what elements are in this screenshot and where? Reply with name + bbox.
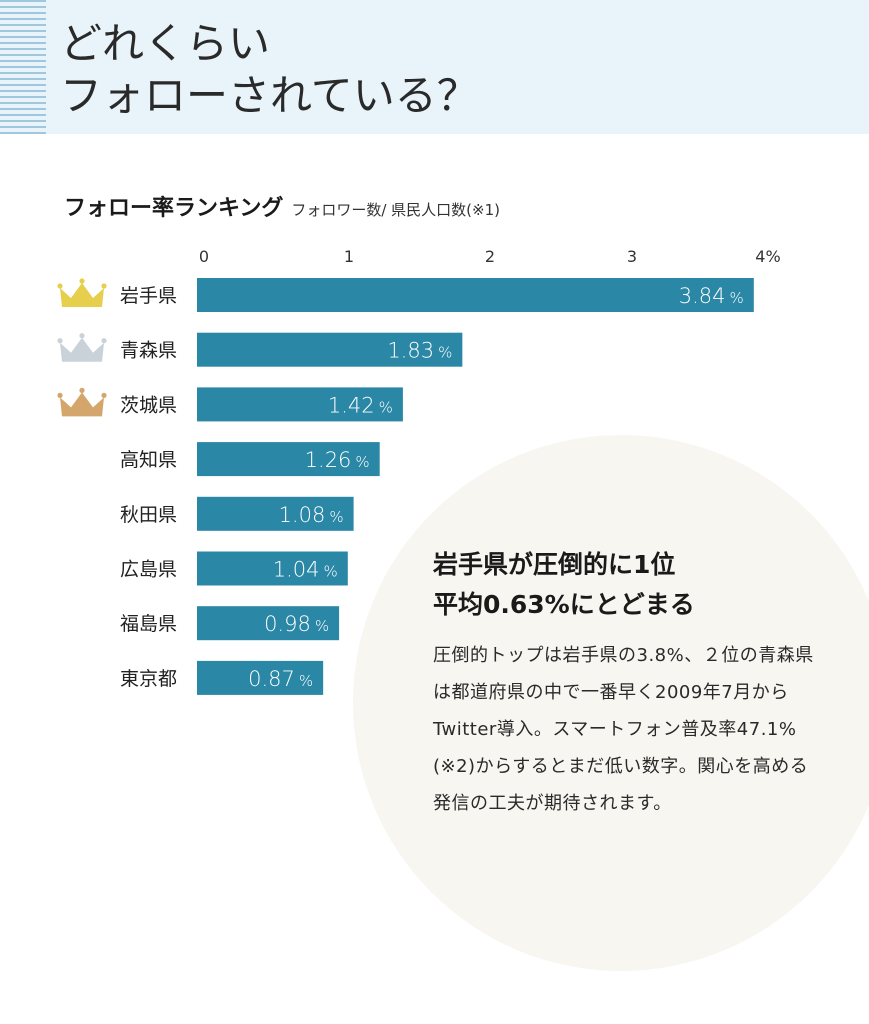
crown-jewel-icon: [57, 338, 63, 344]
header-stripes: [0, 0, 46, 134]
data-label-unit: %: [438, 344, 452, 362]
data-label: 1.08%: [279, 503, 344, 527]
crown-jewel-icon: [57, 283, 63, 289]
category-label: 岩手県: [120, 285, 177, 307]
callout: 岩手県が圧倒的に1位 平均0.63%にとどまる 圧倒的トップは岩手県の3.8%、…: [433, 545, 833, 822]
bar: [197, 387, 403, 422]
crown-jewel-icon: [79, 278, 85, 284]
data-label-unit: %: [299, 672, 313, 690]
ranking-title: フォロー率ランキング: [64, 196, 284, 221]
callout-title: 岩手県が圧倒的に1位 平均0.63%にとどまる: [433, 545, 833, 625]
data-label-value: 1.42: [328, 393, 375, 417]
page-title-line-2: フォローされている？: [60, 71, 479, 120]
category-label: 高知県: [120, 449, 177, 471]
callout-circle: [353, 435, 869, 971]
ranking-subtitle: フォロワー数/ 県民人口数(※1): [291, 201, 500, 219]
bar: [197, 278, 754, 312]
callout-title-line-1: 岩手県が圧倒的に1位: [433, 550, 676, 579]
x-tick-label: 2: [485, 247, 495, 266]
crown-jewel-icon: [79, 333, 85, 339]
bar: [197, 606, 340, 641]
x-tick-label: 4%: [755, 247, 780, 266]
category-label: 茨城県: [120, 394, 177, 416]
ranking-heading: フォロー率ランキング フォロワー数/ 県民人口数(※1): [64, 190, 500, 222]
data-label-unit: %: [329, 508, 343, 526]
data-label: 0.98%: [264, 612, 329, 636]
crown-jewel-icon: [101, 283, 107, 289]
x-tick-label: 1: [344, 247, 354, 266]
data-label: 1.42%: [328, 393, 393, 417]
data-label: 1.83%: [387, 339, 452, 363]
header-band: [0, 0, 869, 134]
bar: [197, 496, 354, 531]
callout-body: 圧倒的トップは岩手県の3.8%、２位の青森県は都道府県の中で一番早く2009年7…: [433, 645, 814, 814]
callout-title-line-2: 平均0.63%にとどまる: [433, 590, 695, 619]
category-label: 広島県: [120, 559, 177, 581]
data-label-unit: %: [324, 563, 338, 581]
category-label: 福島県: [120, 613, 177, 635]
bar: [197, 551, 348, 586]
data-label-value: 1.83: [387, 339, 434, 363]
crown-jewel-icon: [101, 392, 107, 398]
crown-jewel-icon: [79, 387, 85, 393]
data-label-unit: %: [315, 617, 329, 635]
data-label: 3.84%: [679, 284, 744, 308]
data-label-value: 1.08: [279, 503, 326, 527]
crown-jewel-icon: [57, 392, 63, 398]
data-label-value: 1.26: [305, 448, 352, 472]
category-label: 青森県: [120, 340, 177, 362]
bar: [197, 332, 463, 367]
data-label-value: 1.04: [273, 558, 320, 582]
x-tick-label: 3: [627, 247, 637, 266]
data-label: 0.87%: [248, 667, 313, 691]
category-label: 秋田県: [120, 504, 177, 526]
crown-gold-icon: [60, 283, 104, 307]
bar: [197, 660, 324, 695]
data-label-value: 0.98: [264, 612, 311, 636]
data-label-unit: %: [379, 398, 393, 416]
crown-silver-icon: [60, 337, 104, 362]
data-label-unit: %: [730, 289, 744, 307]
x-tick-label: 0: [199, 247, 209, 266]
page-title-line-1: どれくらい: [60, 19, 271, 68]
bar: [197, 442, 380, 477]
data-label-unit: %: [355, 453, 369, 471]
crown-jewel-icon: [101, 338, 107, 344]
crown-bronze-icon: [60, 392, 104, 417]
data-label: 1.26%: [305, 448, 370, 472]
category-label: 東京都: [120, 668, 177, 690]
data-label-value: 0.87: [248, 667, 295, 691]
data-label: 1.04%: [273, 558, 338, 582]
data-label-value: 3.84: [679, 284, 726, 308]
